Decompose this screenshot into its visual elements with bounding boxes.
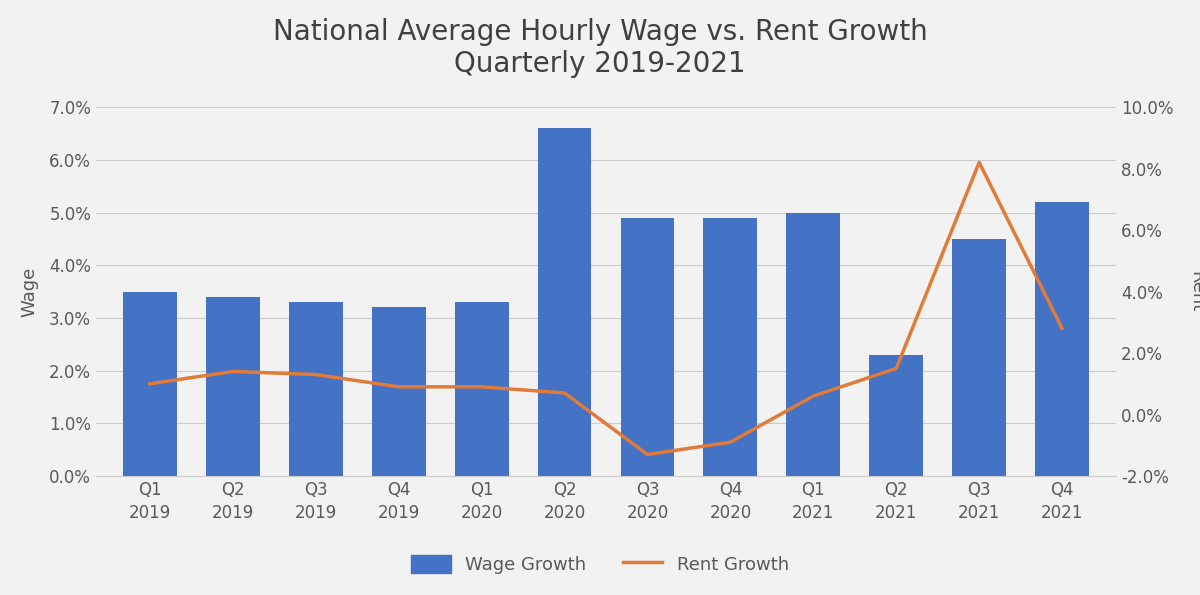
Bar xyxy=(538,128,592,476)
Rent Growth xyxy=(724,439,738,446)
Bar xyxy=(122,292,176,476)
Text: National Average Hourly Wage vs. Rent Growth
Quarterly 2019-2021: National Average Hourly Wage vs. Rent Gr… xyxy=(272,18,928,79)
Bar xyxy=(1036,202,1090,476)
Rent Growth xyxy=(391,383,406,390)
Y-axis label: Wage: Wage xyxy=(20,267,38,317)
Rent Growth xyxy=(474,383,488,390)
Rent Growth xyxy=(972,159,986,166)
Rent Growth xyxy=(226,368,240,375)
Legend: Wage Growth, Rent Growth: Wage Growth, Rent Growth xyxy=(402,546,798,583)
Bar xyxy=(620,218,674,476)
Rent Growth xyxy=(557,389,571,396)
Rent Growth xyxy=(889,365,904,372)
Bar xyxy=(206,297,259,476)
Bar xyxy=(455,302,509,476)
Line: Rent Growth: Rent Growth xyxy=(150,162,1062,455)
Bar xyxy=(869,355,923,476)
Bar xyxy=(372,308,426,476)
Rent Growth xyxy=(1055,325,1069,332)
Rent Growth xyxy=(308,371,323,378)
Rent Growth xyxy=(143,380,157,387)
Rent Growth xyxy=(806,393,821,400)
Bar xyxy=(289,302,343,476)
Y-axis label: Rent: Rent xyxy=(1187,271,1200,312)
Bar xyxy=(953,239,1006,476)
Bar xyxy=(703,218,757,476)
Bar xyxy=(786,212,840,476)
Rent Growth xyxy=(641,451,655,458)
